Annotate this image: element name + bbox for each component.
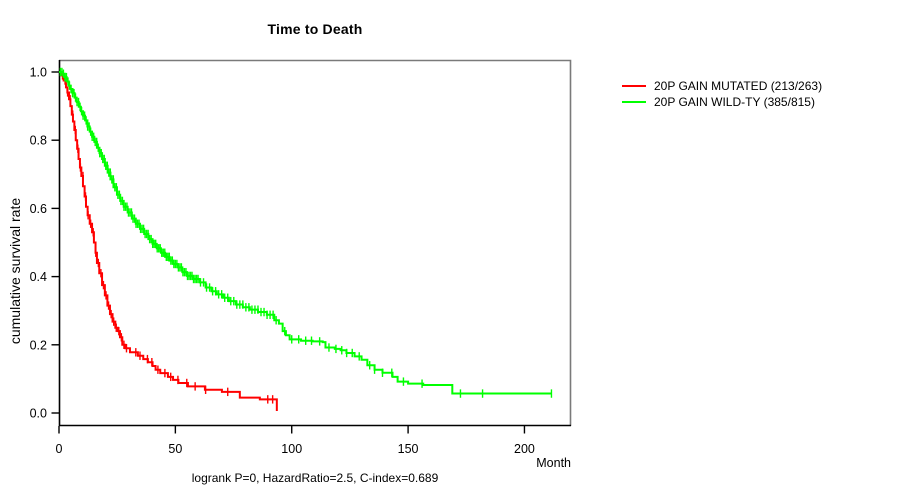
y-tick-label: 0.0 [30,407,47,421]
legend-line-wild-type-icon [622,100,646,104]
x-axis-title: Month [536,456,571,470]
legend-item-mutated: 20P GAIN MUTATED (213/263) [622,78,822,94]
stats-footnote: logrank P=0, HazardRatio=2.5, C-index=0.… [191,471,439,485]
x-tick-label: 0 [56,442,63,456]
x-tick-label: 50 [168,442,182,456]
legend-line-mutated-icon [622,84,646,88]
x-tick-label: 100 [281,442,302,456]
x-tick-label: 150 [398,442,419,456]
x-tick-label: 200 [514,442,535,456]
y-tick-label: 0.4 [30,270,47,284]
curve-mutated [59,71,278,411]
x-axis-ticks: 0 50 100 150 200 [56,426,535,456]
axis-lines [58,60,571,427]
legend-item-wild-type: 20P GAIN WILD-TY (385/815) [622,94,822,110]
legend-label-wild-type: 20P GAIN WILD-TY (385/815) [654,95,815,109]
chart-title: Time to Death [267,21,363,37]
y-tick-label: 0.8 [30,134,47,148]
legend-label-mutated: 20P GAIN MUTATED (213/263) [654,79,823,93]
y-tick-label: 0.6 [30,202,47,216]
curve-wild-type [59,71,552,395]
censor-marks-wild-type [59,67,553,398]
plot-box [59,59,572,426]
y-tick-label: 0.2 [30,338,47,352]
y-axis-ticks: 0.0 0.2 0.4 0.6 0.8 1.0 [30,66,59,421]
legend: 20P GAIN MUTATED (213/263) 20P GAIN WILD… [622,78,822,110]
y-tick-label: 1.0 [30,66,47,80]
